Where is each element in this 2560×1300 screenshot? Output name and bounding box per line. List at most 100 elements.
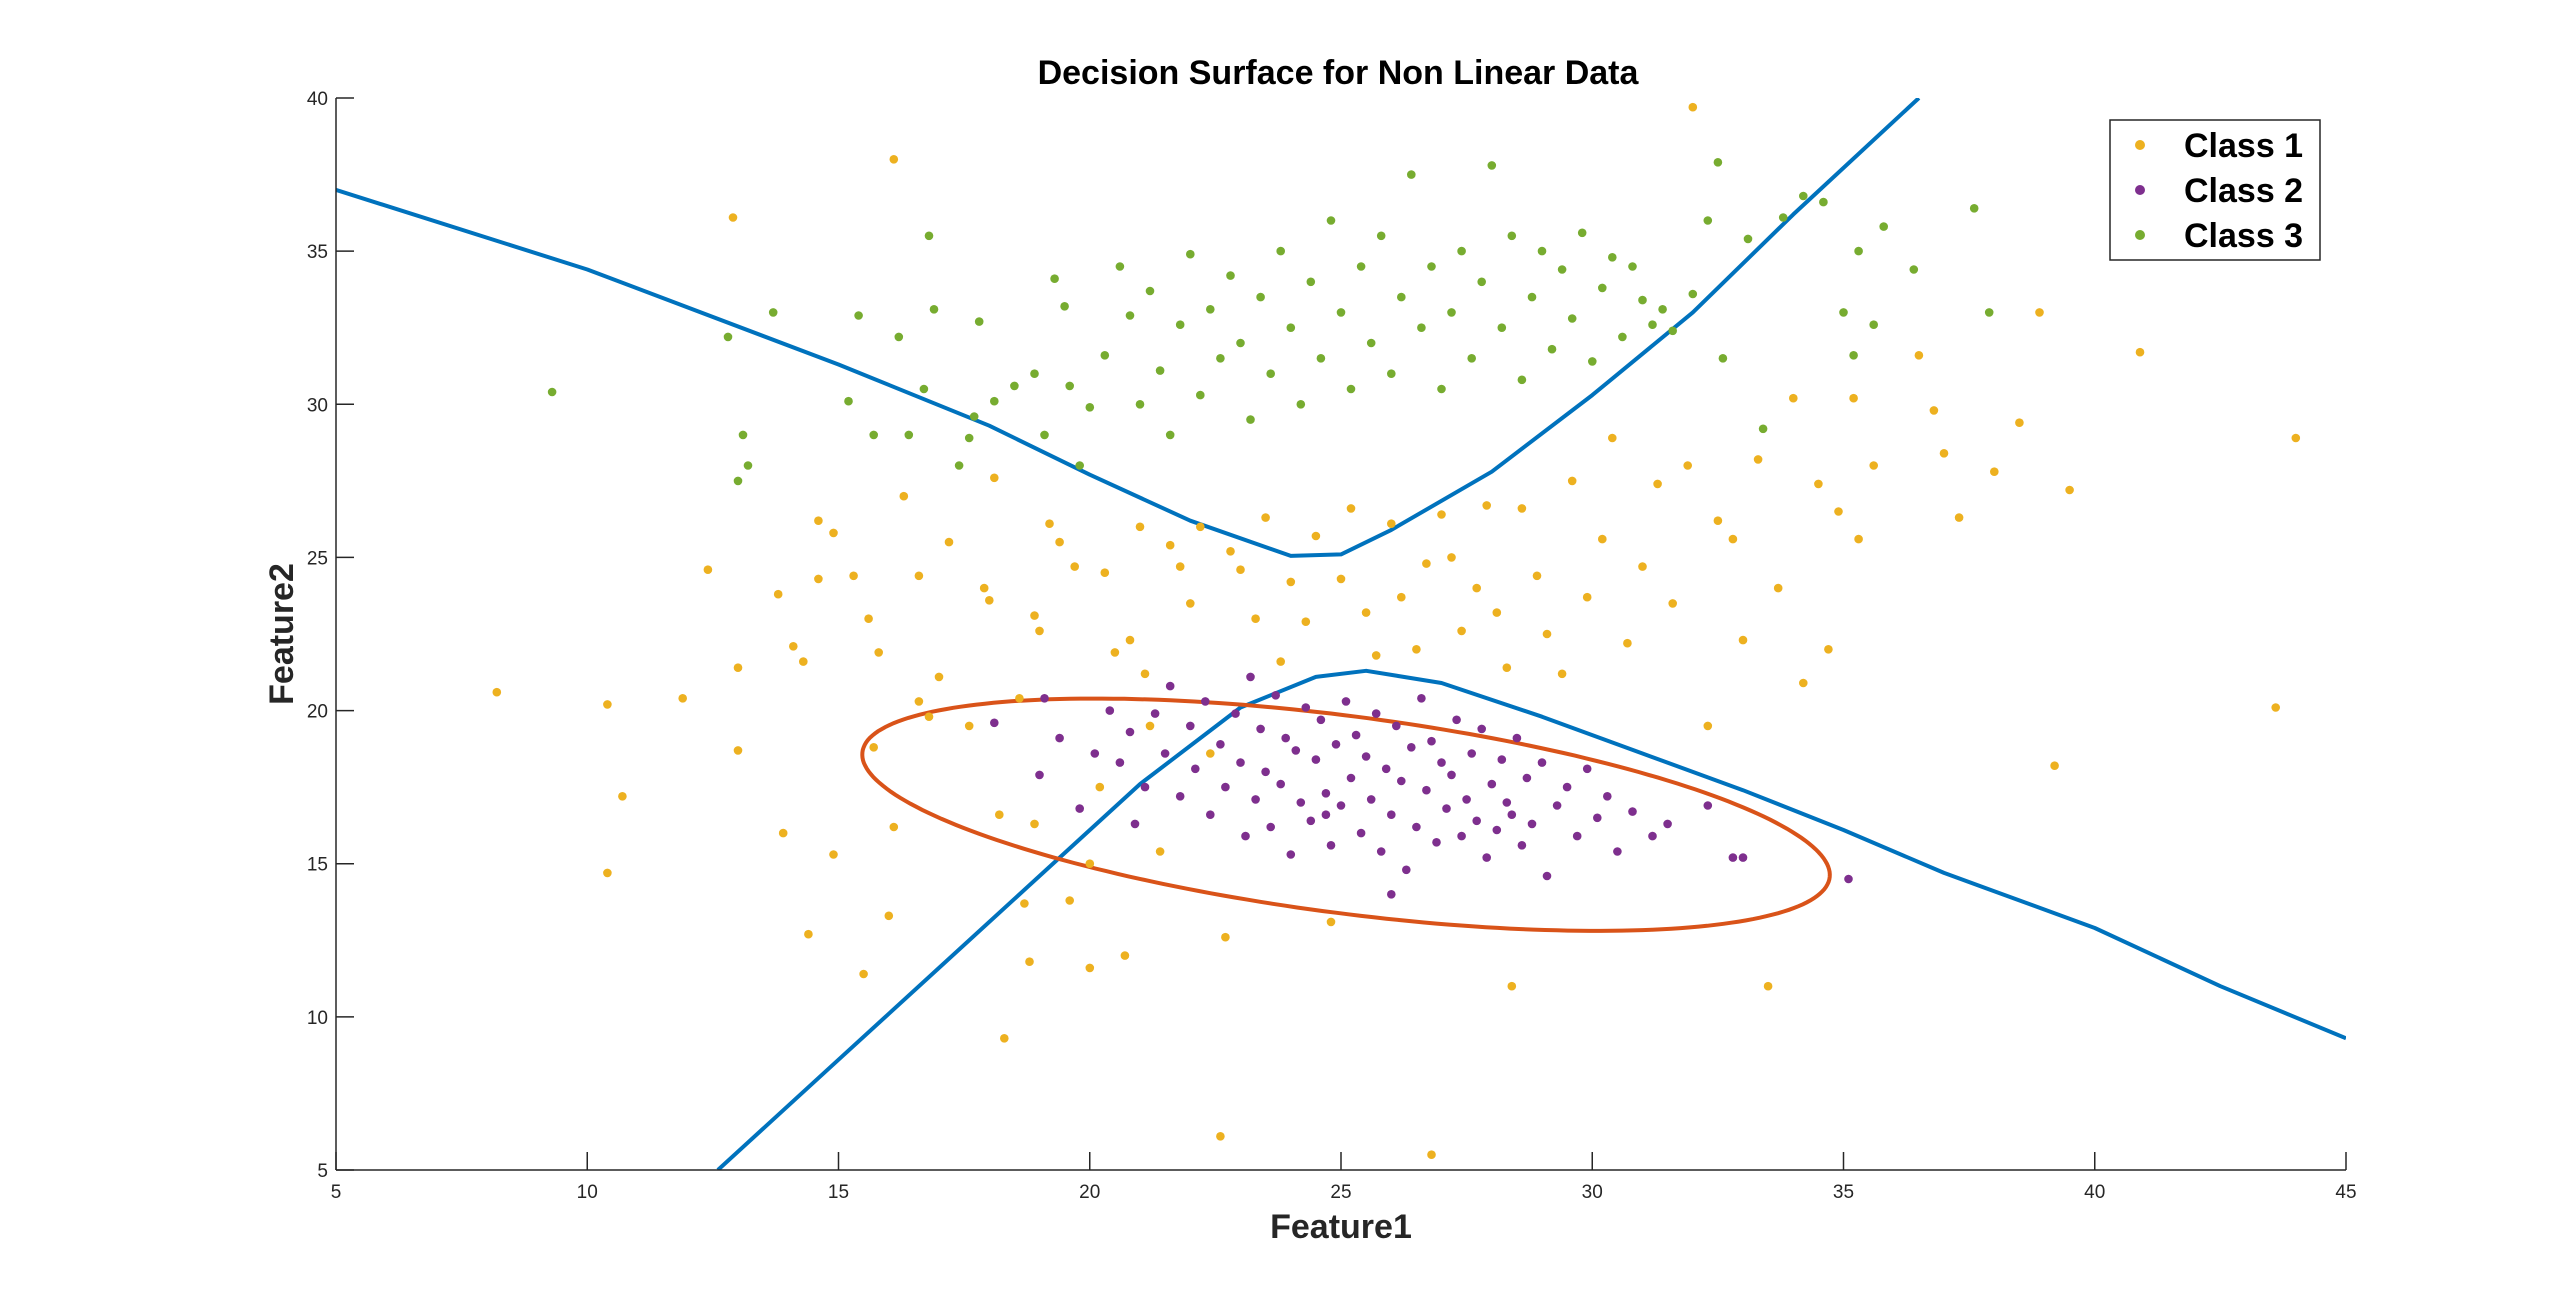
data-point [1753, 455, 1763, 464]
data-point [1000, 1034, 1009, 1043]
data-point [1407, 743, 1416, 752]
data-point [914, 571, 924, 581]
data-point [1387, 810, 1396, 819]
data-point [1517, 841, 1527, 850]
data-point [1115, 262, 1125, 271]
data-point [1035, 626, 1044, 636]
data-point [924, 712, 934, 721]
data-point [1266, 369, 1275, 379]
data-point [1497, 755, 1507, 764]
data-point [1331, 740, 1341, 749]
data-point [829, 850, 838, 859]
data-point [1598, 534, 1607, 544]
data-point [1447, 553, 1456, 562]
data-point [1251, 614, 1260, 623]
data-point [1186, 721, 1195, 731]
data-point [1567, 314, 1577, 323]
x-tick-label: 10 [577, 1182, 598, 1203]
legend-label: Class 3 [2184, 217, 2303, 255]
data-point [1562, 782, 1572, 792]
data-point [603, 868, 612, 878]
data-point [1417, 323, 1426, 333]
data-point [1316, 354, 1326, 363]
data-point [1688, 102, 1698, 112]
data-point [1789, 393, 1798, 403]
data-point [1326, 216, 1336, 225]
data-point [768, 308, 778, 317]
plot-area [336, 98, 2346, 1170]
data-point [1070, 562, 1079, 571]
data-point [1125, 311, 1135, 320]
data-point [547, 387, 557, 397]
y-axis-title: Feature2 [263, 563, 301, 705]
data-point [1075, 461, 1084, 470]
data-point [1201, 697, 1210, 706]
data-point [2291, 433, 2301, 443]
data-point [869, 430, 878, 440]
data-point [1346, 384, 1356, 394]
data-point [1361, 608, 1371, 617]
legend-marker [2135, 140, 2145, 150]
data-point [1311, 531, 1321, 541]
data-point [1834, 507, 1843, 516]
data-point [1738, 635, 1748, 645]
data-point [929, 305, 939, 314]
data-point [1517, 504, 1527, 513]
data-point [1160, 749, 1170, 758]
data-point [1175, 320, 1185, 330]
data-point [1387, 890, 1396, 899]
data-point [1688, 289, 1698, 299]
data-point [1010, 381, 1019, 391]
data-point [1773, 583, 1783, 593]
data-point [990, 718, 999, 728]
data-point [492, 687, 502, 697]
data-point [1221, 932, 1230, 942]
data-point [1442, 804, 1451, 813]
data-point [1387, 369, 1396, 379]
data-point [1125, 635, 1135, 645]
data-point [1703, 216, 1713, 225]
data-point [1437, 510, 1446, 519]
data-point [1246, 415, 1255, 424]
data-point [1291, 746, 1301, 755]
data-point [1296, 798, 1306, 807]
data-point [964, 433, 974, 443]
y-tick-label: 5 [317, 1161, 328, 1182]
data-point [1281, 733, 1290, 743]
data-point [1492, 825, 1502, 835]
data-point [1140, 669, 1150, 679]
data-point [2065, 485, 2074, 495]
data-point [1477, 724, 1486, 734]
data-point [1261, 513, 1270, 522]
data-point [1457, 246, 1466, 256]
data-point [1613, 847, 1622, 856]
data-point [914, 697, 924, 706]
series-class-1 [492, 102, 2301, 1159]
data-point [804, 929, 813, 939]
data-point [1598, 283, 1607, 293]
data-point [1588, 357, 1597, 366]
data-point [1186, 249, 1195, 259]
data-point [924, 231, 934, 241]
y-tick-label: 20 [307, 702, 328, 723]
data-point [1427, 262, 1436, 271]
data-point [919, 384, 929, 394]
x-tick-label: 5 [331, 1182, 342, 1203]
data-point [1758, 424, 1768, 434]
data-point [1567, 476, 1577, 486]
data-point [1854, 246, 1863, 256]
data-point [974, 317, 984, 326]
data-point [1728, 853, 1738, 862]
data-point [979, 583, 989, 593]
data-point [778, 828, 788, 838]
series-class-2 [990, 672, 1853, 899]
data-point [1356, 828, 1366, 838]
data-point [894, 332, 904, 342]
data-point [2135, 347, 2145, 357]
data-point [1557, 265, 1567, 274]
series-class-3 [547, 158, 1994, 486]
data-point [1582, 764, 1592, 774]
x-tick-label: 30 [1582, 1182, 1603, 1203]
data-point [1432, 838, 1441, 847]
axes: 5 10 15 20 25 30 35 40 45 5 10 15 20 25 30 35 40 [307, 89, 2357, 1203]
